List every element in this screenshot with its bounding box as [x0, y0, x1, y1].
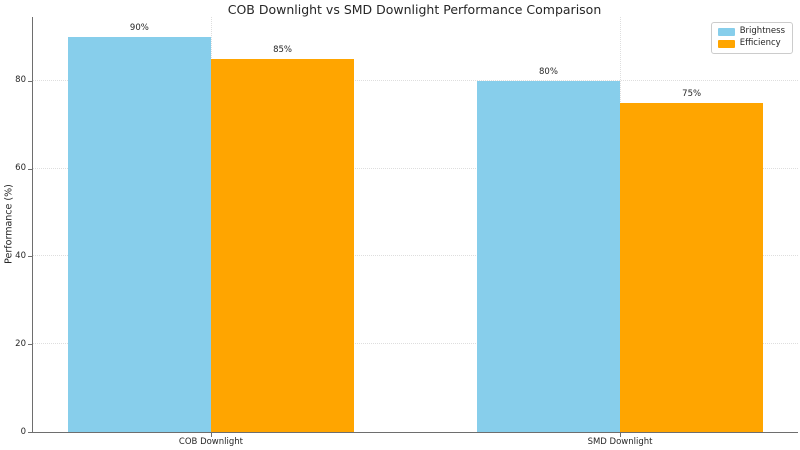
- x-tick-label: COB Downlight: [178, 437, 243, 447]
- y-tick-mark: [28, 80, 32, 82]
- gridline-horizontal: [33, 79, 798, 81]
- x-tick-mark: [210, 433, 212, 437]
- plot-area: 0 20 40 60 80 COB Downlight SMD Downlight 90% 80…: [15, 17, 798, 447]
- legend-item: Efficiency: [717, 38, 785, 49]
- chart-title: COB Downlight vs SMD Downlight Performan…: [227, 2, 602, 17]
- legend: Brightness Efficiency: [710, 22, 793, 54]
- y-tick-mark: [28, 256, 32, 258]
- legend-swatch-efficiency: [717, 40, 735, 49]
- legend-swatch-brightness: [717, 27, 735, 36]
- gridline-horizontal: [33, 255, 798, 257]
- y-tick-mark: [28, 344, 32, 346]
- y-tick-label: 0: [20, 426, 26, 437]
- gridline-horizontal: [33, 167, 798, 169]
- bar-efficiency: [210, 58, 355, 432]
- y-tick-label: 20: [15, 338, 26, 349]
- bar-value-label: 80%: [539, 67, 558, 78]
- y-axis-label: Performance (%): [3, 184, 15, 264]
- y-tick-mark: [28, 168, 32, 170]
- bar-value-label: 75%: [682, 89, 702, 100]
- x-tick-label: SMD Downlight: [587, 437, 653, 447]
- y-tick-label: 80: [15, 75, 26, 86]
- bar-efficiency: [620, 102, 764, 432]
- legend-label: Brightness: [739, 26, 785, 36]
- bar-value-label: 85%: [273, 45, 292, 56]
- bar-value-label: 90%: [129, 23, 149, 34]
- y-tick-label: 40: [15, 250, 26, 261]
- gridline-horizontal: [33, 343, 798, 345]
- x-tick-mark: [620, 433, 622, 437]
- bar-brightness: [476, 80, 621, 432]
- bar-brightness: [67, 36, 211, 432]
- legend-item: Brightness: [717, 26, 785, 36]
- legend-label: Efficiency: [739, 38, 781, 49]
- y-tick-label: 60: [15, 163, 26, 174]
- y-tick-mark: [28, 432, 32, 433]
